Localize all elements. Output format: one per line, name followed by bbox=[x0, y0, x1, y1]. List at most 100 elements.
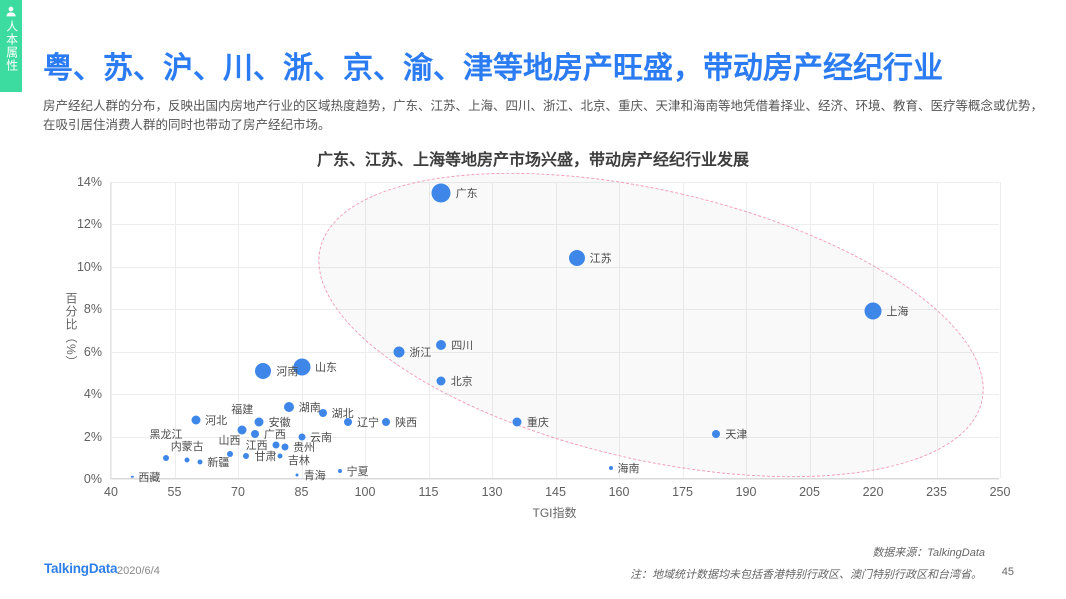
scatter-point bbox=[608, 466, 613, 471]
grid-line-vertical bbox=[174, 182, 176, 478]
scatter-point-label: 重庆 bbox=[526, 416, 549, 429]
scatter-point bbox=[226, 450, 233, 457]
grid-line-horizontal bbox=[111, 266, 999, 268]
grid-line-vertical bbox=[238, 182, 239, 478]
x-tick-label: 160 bbox=[608, 485, 630, 499]
scatter-point-label: 广西 bbox=[263, 429, 286, 442]
scatter-point-label: 陕西 bbox=[395, 416, 418, 429]
chart-title: 广东、江苏、上海等地房产市场兴盛，带动房产经纪行业发展 bbox=[316, 152, 749, 169]
page-title: 粤、苏、沪、川、浙、京、渝、津等地房产旺盛，带动房产经纪行业 bbox=[43, 52, 943, 85]
grid-line-vertical bbox=[1000, 182, 1001, 478]
x-tick-label: 220 bbox=[862, 485, 884, 499]
scatter-point-label: 天津 bbox=[725, 429, 748, 442]
scatter-point-label: 四川 bbox=[451, 340, 474, 353]
grid-line-vertical bbox=[619, 182, 620, 478]
scatter-point bbox=[295, 473, 299, 477]
grid-line-vertical bbox=[555, 182, 557, 478]
scatter-point-label: 山西 bbox=[218, 434, 241, 447]
x-tick-label: 250 bbox=[989, 485, 1011, 499]
scatter-point bbox=[864, 302, 882, 320]
scatter-point bbox=[197, 459, 203, 465]
scatter-point-label: 内蒙古 bbox=[170, 441, 204, 454]
x-tick-label: 40 bbox=[104, 485, 118, 499]
scatter-point-label: 湖南 bbox=[298, 401, 321, 414]
x-tick-label: 190 bbox=[735, 485, 757, 499]
grid-line-vertical bbox=[682, 182, 684, 478]
scatter-point bbox=[191, 415, 201, 425]
intro-line-2: 或优势，在吸引居住消费人群的同时也带动了房产经纪市场。 bbox=[43, 99, 1044, 132]
x-tick-label: 70 bbox=[231, 485, 245, 499]
page-number: 45 bbox=[1001, 566, 1014, 578]
grid-line-vertical bbox=[873, 182, 874, 478]
scatter-point-label: 北京 bbox=[450, 376, 473, 389]
y-tick-label: 12% bbox=[76, 217, 102, 232]
x-tick-label: 235 bbox=[926, 485, 947, 499]
scatter-point bbox=[255, 362, 272, 379]
scatter-point bbox=[293, 358, 310, 376]
x-tick-label: 115 bbox=[418, 485, 439, 499]
grid-line-vertical bbox=[428, 182, 430, 478]
scatter-point bbox=[250, 430, 259, 439]
intro-text: 房产经纪人群的分布，反映出国内房地产行业的区域热度趋势，广东、江苏、上海、四川、… bbox=[43, 97, 1051, 135]
grid-line-vertical bbox=[809, 182, 811, 478]
y-tick-label: 6% bbox=[83, 344, 102, 359]
scatter-point bbox=[281, 443, 289, 451]
scatter-point bbox=[436, 376, 446, 386]
x-tick-label: 205 bbox=[799, 485, 820, 499]
x-tick-label: 85 bbox=[294, 485, 309, 499]
scatter-point bbox=[382, 417, 391, 426]
y-tick-label: 14% bbox=[76, 175, 102, 189]
scatter-point bbox=[163, 454, 170, 461]
scatter-point-label: 宁夏 bbox=[346, 465, 369, 478]
grid-line-vertical bbox=[301, 182, 303, 478]
scatter-point-label: 江西 bbox=[245, 440, 268, 453]
scatter-point-label: 海南 bbox=[617, 463, 640, 476]
scatter-point-label: 辽宁 bbox=[357, 416, 380, 429]
x-tick-label: 100 bbox=[354, 485, 376, 499]
scatter-point bbox=[272, 441, 280, 449]
scatter-point-label: 山东 bbox=[315, 361, 337, 374]
scatter-point-label: 福建 bbox=[231, 403, 254, 416]
y-tick-label: 10% bbox=[76, 259, 102, 274]
x-tick-label: 145 bbox=[545, 485, 566, 499]
grid-line-horizontal bbox=[111, 436, 999, 438]
y-axis-title: 百分比（%） bbox=[64, 292, 78, 369]
scatter-point bbox=[130, 475, 134, 479]
scatter-point-label: 贵州 bbox=[293, 442, 316, 455]
scatter-point bbox=[436, 340, 447, 351]
scatter-point-label: 湖北 bbox=[331, 408, 354, 421]
scatter-point-label: 吉林 bbox=[287, 454, 310, 467]
data-source-note: 数据来源：TalkingData bbox=[872, 547, 985, 559]
scatter-point bbox=[184, 457, 190, 463]
scatter-point bbox=[337, 468, 342, 473]
scatter-point-label: 西藏 bbox=[138, 471, 161, 484]
scatter-point-label: 甘肃 bbox=[254, 450, 277, 463]
talkingdata-logo: TalkingData bbox=[44, 561, 118, 576]
grid-line-horizontal bbox=[111, 224, 999, 226]
grid-line-vertical bbox=[365, 182, 366, 478]
x-tick-label: 175 bbox=[672, 485, 693, 499]
highlight-ellipse bbox=[289, 116, 1013, 534]
scatter-point bbox=[568, 250, 585, 267]
scatter-point-label: 黑龙江 bbox=[149, 428, 183, 441]
scatter-point-label: 青海 bbox=[303, 469, 326, 482]
grid-line-vertical bbox=[936, 182, 938, 478]
grid-line-vertical bbox=[492, 182, 493, 478]
scatter-point-label: 云南 bbox=[310, 431, 332, 444]
sidebar-label: 人本属性 bbox=[4, 20, 19, 72]
grid-line-horizontal bbox=[111, 351, 999, 353]
grid-line-vertical bbox=[111, 182, 112, 478]
y-tick-label: 2% bbox=[83, 429, 102, 444]
grid-line-horizontal bbox=[111, 394, 999, 396]
scatter-point-label: 河南 bbox=[276, 365, 299, 378]
scatter-point-label: 江苏 bbox=[589, 253, 612, 266]
scatter-point bbox=[277, 453, 283, 459]
scatter-point bbox=[237, 425, 247, 435]
footnote: 注：地域统计数据均未包括香港特别行政区、澳门特别行政区和台湾省。 bbox=[630, 569, 982, 581]
scatter-point-label: 上海 bbox=[886, 306, 909, 319]
scatter-plot: 40 55 70 85 100 115 130 145 160 175 190 205 220 235 25… bbox=[77, 116, 1013, 534]
scatter-point-label: 广东 bbox=[455, 187, 478, 200]
intro-line-1: 房产经纪人群的分布，反映出国内房地产行业的区域热度趋势，广东、江苏、上海、四川、… bbox=[43, 99, 994, 113]
scatter-point-label: 浙江 bbox=[409, 346, 432, 359]
scatter-point bbox=[283, 401, 294, 412]
